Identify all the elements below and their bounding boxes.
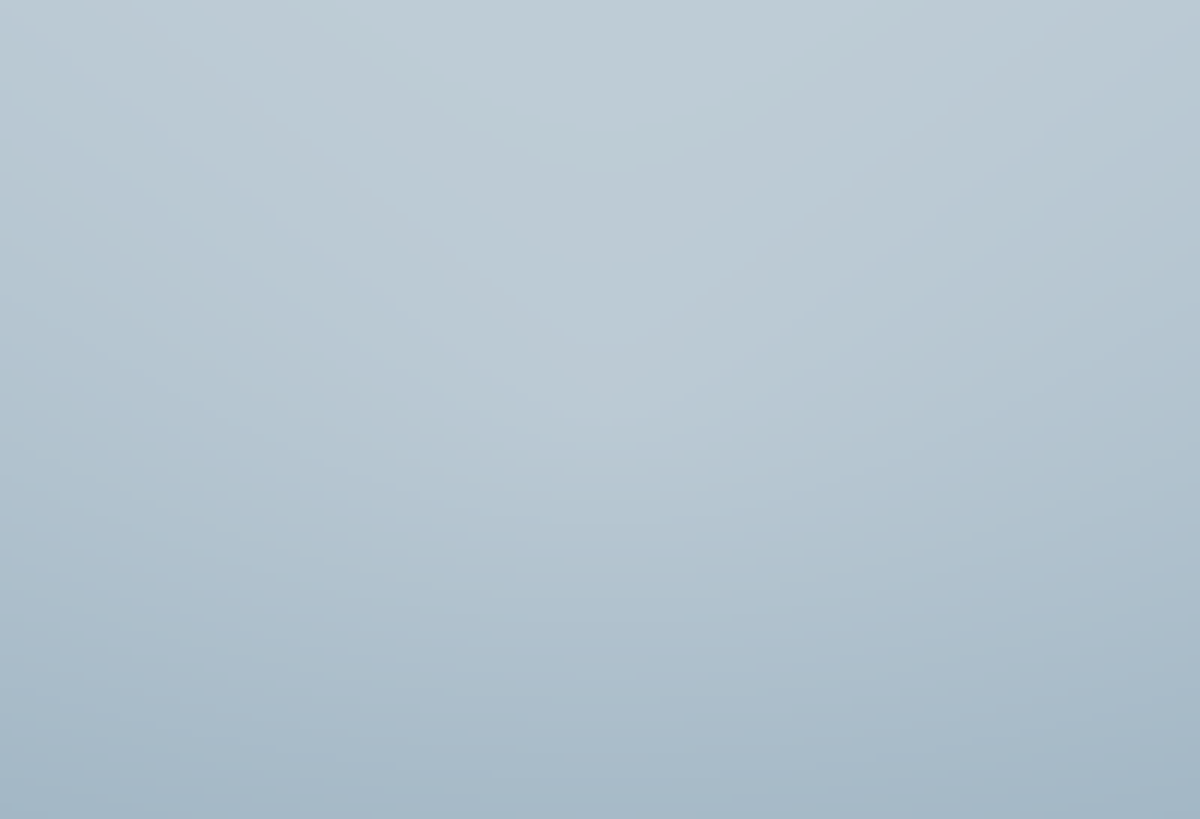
Text: 2.30 x 10⁻⁶ M: 2.30 x 10⁻⁶ M	[220, 233, 386, 253]
Text: The molar solubility of the metal hydroxide (M(OH)₃) in water is:: The molar solubility of the metal hydrox…	[173, 124, 985, 145]
Text: M(OH)₃ ⇌ M³⁺ + 3OH⁻: M(OH)₃ ⇌ M³⁺ + 3OH⁻	[173, 156, 422, 176]
Text: Ksp = 3.2 x 10⁻³¹: Ksp = 3.2 x 10⁻³¹	[522, 156, 721, 176]
Text: 2.00 x 10⁻⁵ M: 2.00 x 10⁻⁵ M	[220, 413, 388, 433]
Text: (Note: Kw=[H+][OH⁻]=1×10⁻¹⁴): (Note: Kw=[H+][OH⁻]=1×10⁻¹⁴)	[173, 185, 520, 204]
Text: 1.30 x 10⁻⁵ M: 1.30 x 10⁻⁵ M	[220, 344, 386, 364]
Text: 1.26 x 10⁻⁸ M: 1.26 x 10⁻⁸ M	[220, 303, 386, 323]
Text: 3.20 x 10⁻¹⁰ M: 3.20 x 10⁻¹⁰ M	[220, 482, 397, 502]
